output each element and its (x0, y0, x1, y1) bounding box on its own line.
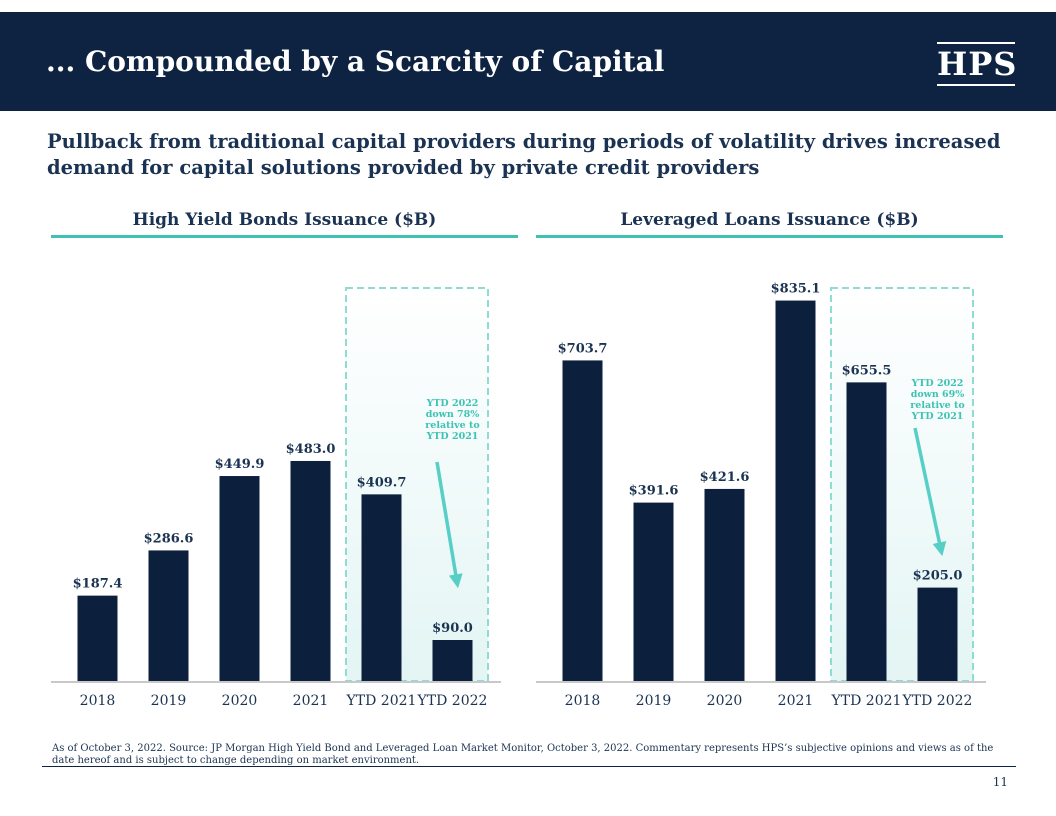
decline-arrow (913, 427, 947, 557)
chart-title-rule-leveraged-loans (536, 235, 1003, 238)
annotation-text: YTD 2022 (426, 398, 479, 409)
x-tick-label: YTD 2021 (831, 693, 902, 709)
logo-bottom-rule (937, 84, 1015, 86)
bar (917, 587, 958, 681)
bar (219, 476, 260, 681)
bar (775, 300, 816, 681)
annotation-text: YTD 2021 (911, 411, 964, 422)
bar-value-label: $205.0 (913, 569, 963, 584)
annotation-text: down 78% (426, 409, 480, 420)
hps-logo: HPS (937, 42, 1018, 86)
page-number: 11 (992, 775, 1008, 789)
high-yield-bonds-chart: $187.4 2018 $286.6 2019 $449.9 2020 $483.0 2021… (51, 287, 501, 709)
annotation-text: down 69% (911, 389, 965, 400)
bar (846, 382, 887, 681)
footer-divider (42, 766, 1016, 767)
bar-value-label: $835.1 (771, 282, 821, 297)
annotation-text: relative to (425, 420, 479, 431)
bar-value-label: $409.7 (357, 475, 407, 490)
bar-value-label: $421.6 (700, 470, 750, 485)
bar-value-label: $391.6 (629, 484, 679, 499)
x-tick-label: 2018 (80, 693, 116, 709)
x-tick-label: 2020 (707, 693, 743, 709)
header-bar (0, 12, 1056, 111)
logo-top-rule (937, 42, 1015, 44)
logo-text: HPS (937, 45, 1018, 83)
bar-value-label: $655.5 (842, 363, 892, 378)
x-tick-label: YTD 2022 (417, 693, 488, 709)
x-tick-label: YTD 2022 (902, 693, 973, 709)
x-tick-label: 2019 (151, 693, 187, 709)
bar-value-label: $286.6 (144, 531, 194, 546)
x-tick-label: 2020 (222, 693, 258, 709)
bar-value-label: $483.0 (286, 442, 336, 457)
chart-title-high-yield: High Yield Bonds Issuance ($B) (132, 210, 437, 230)
chart-title-rule-high-yield (51, 235, 518, 238)
bar-value-label: $449.9 (215, 457, 265, 472)
x-tick-label: 2019 (636, 693, 672, 709)
x-tick-label: 2018 (565, 693, 601, 709)
page-title: ... Compounded by a Scarcity of Capital (46, 45, 665, 78)
slide-subtitle: Pullback from traditional capital provid… (47, 130, 1001, 179)
bar-value-label: $187.4 (73, 577, 123, 592)
bar (704, 488, 745, 681)
footnote: As of October 3, 2022. Source: JP Morgan… (52, 743, 994, 766)
bar-value-label: $703.7 (558, 341, 608, 356)
bar (562, 360, 603, 681)
x-tick-label: 2021 (293, 693, 329, 709)
chart-title-leveraged-loans: Leveraged Loans Issuance ($B) (620, 210, 919, 230)
bar (148, 550, 189, 681)
x-tick-label: 2021 (778, 693, 814, 709)
bar (633, 502, 674, 681)
bar (361, 494, 402, 681)
bar (432, 640, 473, 681)
leveraged-loans-chart: $703.7 2018 $391.6 2019 $421.6 2020 $835.1 2021… (536, 282, 986, 709)
decline-arrow (435, 461, 463, 589)
bar-value-label: $90.0 (432, 621, 473, 636)
annotation-text: YTD 2022 (911, 378, 964, 389)
bar (77, 595, 118, 681)
annotation-text: YTD 2021 (426, 431, 479, 442)
x-tick-label: YTD 2021 (346, 693, 417, 709)
bar (290, 460, 331, 681)
annotation-text: relative to (910, 400, 964, 411)
